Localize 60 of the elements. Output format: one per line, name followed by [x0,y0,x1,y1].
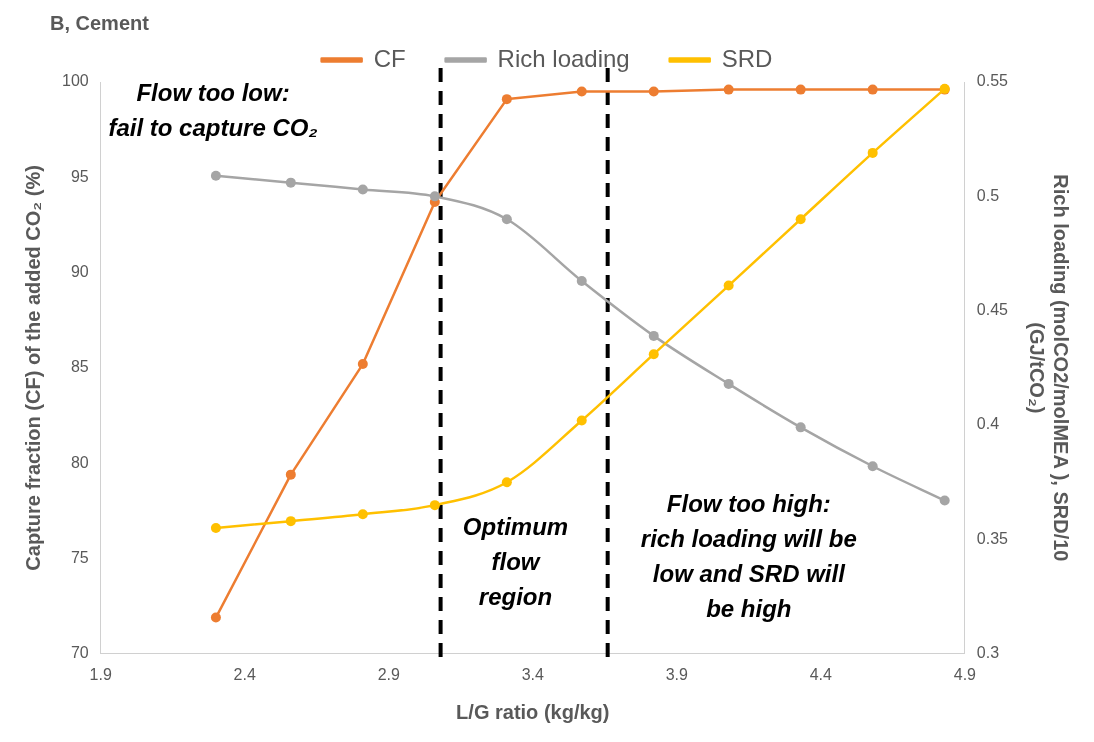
point [723,378,734,389]
legend-label: Rich loading [497,44,630,72]
point [576,86,587,97]
x-tick-label: 3.9 [665,665,689,683]
x-tick-label: 2.9 [377,665,400,683]
y-tick-label: 85 [70,358,89,376]
point [939,495,950,506]
x-tick-label: 2.4 [233,665,256,683]
point [285,469,296,480]
x-tick-label: 4.4 [809,665,833,683]
point [648,86,659,97]
point [429,500,440,511]
point [210,170,221,181]
y2-tick-label: 0.5 [976,186,1000,204]
point [867,84,878,95]
annotation: Flow too low: fail to capture CO₂ [108,78,318,141]
point [210,523,221,533]
y2-tick-label: 0.55 [976,72,1009,90]
y-tick-label: 90 [70,263,89,281]
point [285,177,296,188]
point [501,214,512,225]
point [285,516,296,527]
y-tick-label: 100 [61,72,89,90]
chart-title: B, Cement [50,11,150,34]
x-tick-label: 3.4 [521,665,544,683]
x-tick-label: 1.9 [89,665,112,683]
y2-axis-title: Rich loading (molCO2/molMEA ), SRD/10 (GJ/tCO₂) [1026,174,1073,562]
point [429,191,440,202]
point [867,147,878,158]
point [723,84,734,95]
point [648,330,659,341]
y2-tick-label: 0.35 [976,529,1009,547]
point [210,612,221,623]
point [795,422,806,433]
y2-tick-label: 0.4 [976,415,1000,433]
y-tick-label: 80 [70,453,89,471]
point [648,349,659,360]
point [576,275,587,286]
legend-label: CF [373,44,406,72]
point [501,94,512,105]
point [723,280,734,291]
point [867,461,878,472]
legend-label: SRD [721,44,773,72]
point [357,184,368,195]
y-tick-label: 70 [70,644,89,662]
point [795,84,806,95]
y2-tick-label: 0.45 [976,301,1009,319]
annotation: Flow too high: rich loading will be low and SRD will be high [640,490,857,623]
y-axis-title: Capture fraction (CF) of the added CO₂ (%) [21,165,44,571]
point [576,415,587,426]
y-tick-label: 75 [70,548,89,566]
y2-tick-label: 0.3 [976,644,1000,662]
x-tick-label: 4.9 [953,665,977,683]
point [357,509,368,520]
annotation: Optimum flow region [462,513,569,611]
point [795,214,806,225]
y-tick-label: 95 [70,167,89,185]
point [501,477,512,488]
x-axis-title: L/G ratio (kg/kg) [456,700,610,723]
point [357,359,368,370]
